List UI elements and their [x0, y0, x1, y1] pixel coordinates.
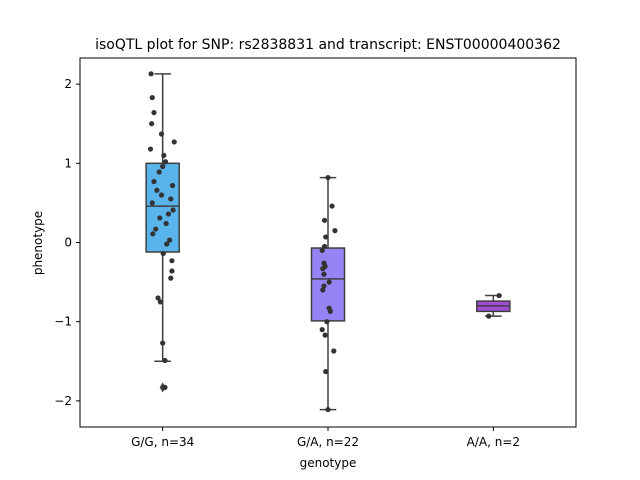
data-point: [154, 187, 160, 193]
data-point: [160, 250, 166, 257]
data-point: [158, 131, 165, 137]
plot-area: [145, 71, 511, 413]
data-point: [147, 146, 154, 152]
data-point: [160, 340, 166, 346]
data-point: [320, 266, 326, 272]
y-tick-label: 0: [64, 236, 72, 250]
data-point: [161, 152, 167, 158]
data-point: [162, 159, 169, 165]
y-tick-label: 1: [64, 156, 72, 170]
x-tick-label: G/G, n=34: [131, 435, 194, 449]
data-point: [168, 275, 174, 281]
data-point: [496, 292, 502, 299]
data-point: [149, 121, 155, 127]
data-point: [168, 196, 174, 202]
data-point: [321, 243, 328, 250]
data-point: [169, 268, 175, 274]
data-point: [321, 217, 328, 223]
data-point: [165, 211, 172, 217]
x-axis-label: genotype: [300, 456, 357, 470]
iqr-box: [145, 162, 180, 253]
data-point: [156, 169, 162, 175]
data-point: [323, 368, 329, 375]
data-point: [329, 203, 335, 209]
data-point: [325, 406, 331, 413]
data-point: [169, 258, 175, 264]
y-axis: −2 −1 0 1 2: [54, 77, 80, 408]
data-point: [327, 308, 333, 314]
data-point: [322, 332, 328, 338]
strip-points: [319, 174, 338, 413]
data-point: [321, 283, 327, 289]
data-point: [164, 241, 170, 247]
data-point: [153, 226, 159, 232]
data-point: [324, 319, 330, 325]
data-point: [162, 357, 168, 364]
x-axis: G/G, n=34 G/A, n=22 A/A, n=2: [131, 427, 520, 449]
data-point: [331, 348, 337, 354]
data-point: [160, 163, 166, 170]
data-point: [158, 192, 165, 198]
data-point: [150, 231, 156, 237]
data-point: [162, 384, 168, 391]
data-point: [163, 220, 169, 227]
data-point: [169, 182, 176, 189]
strip-points: [486, 292, 502, 319]
data-point: [486, 313, 492, 319]
data-point: [151, 178, 157, 185]
data-point: [167, 237, 173, 243]
y-tick-label: −2: [54, 394, 72, 408]
strip-points: [147, 71, 177, 391]
data-point: [151, 110, 157, 116]
data-point: [155, 295, 161, 301]
data-point: [319, 247, 325, 254]
data-point: [149, 94, 155, 101]
x-tick-label: A/A, n=2: [467, 435, 520, 449]
data-point: [171, 139, 177, 145]
data-point: [320, 287, 326, 293]
data-point: [157, 215, 163, 221]
data-point: [149, 200, 155, 206]
x-tick-label: G/A, n=22: [297, 435, 359, 449]
data-point: [326, 279, 332, 285]
y-tick-label: 2: [64, 77, 72, 91]
data-point: [148, 71, 154, 77]
y-tick-label: −1: [54, 315, 72, 329]
y-axis-label: phenotype: [31, 211, 45, 275]
data-point: [323, 234, 329, 240]
data-point: [319, 327, 325, 333]
data-point: [170, 207, 176, 213]
data-point: [321, 271, 327, 277]
data-point: [157, 299, 163, 305]
data-point: [325, 174, 331, 181]
data-point: [332, 228, 338, 234]
chart-title: isoQTL plot for SNP: rs2838831 and trans…: [95, 37, 561, 53]
